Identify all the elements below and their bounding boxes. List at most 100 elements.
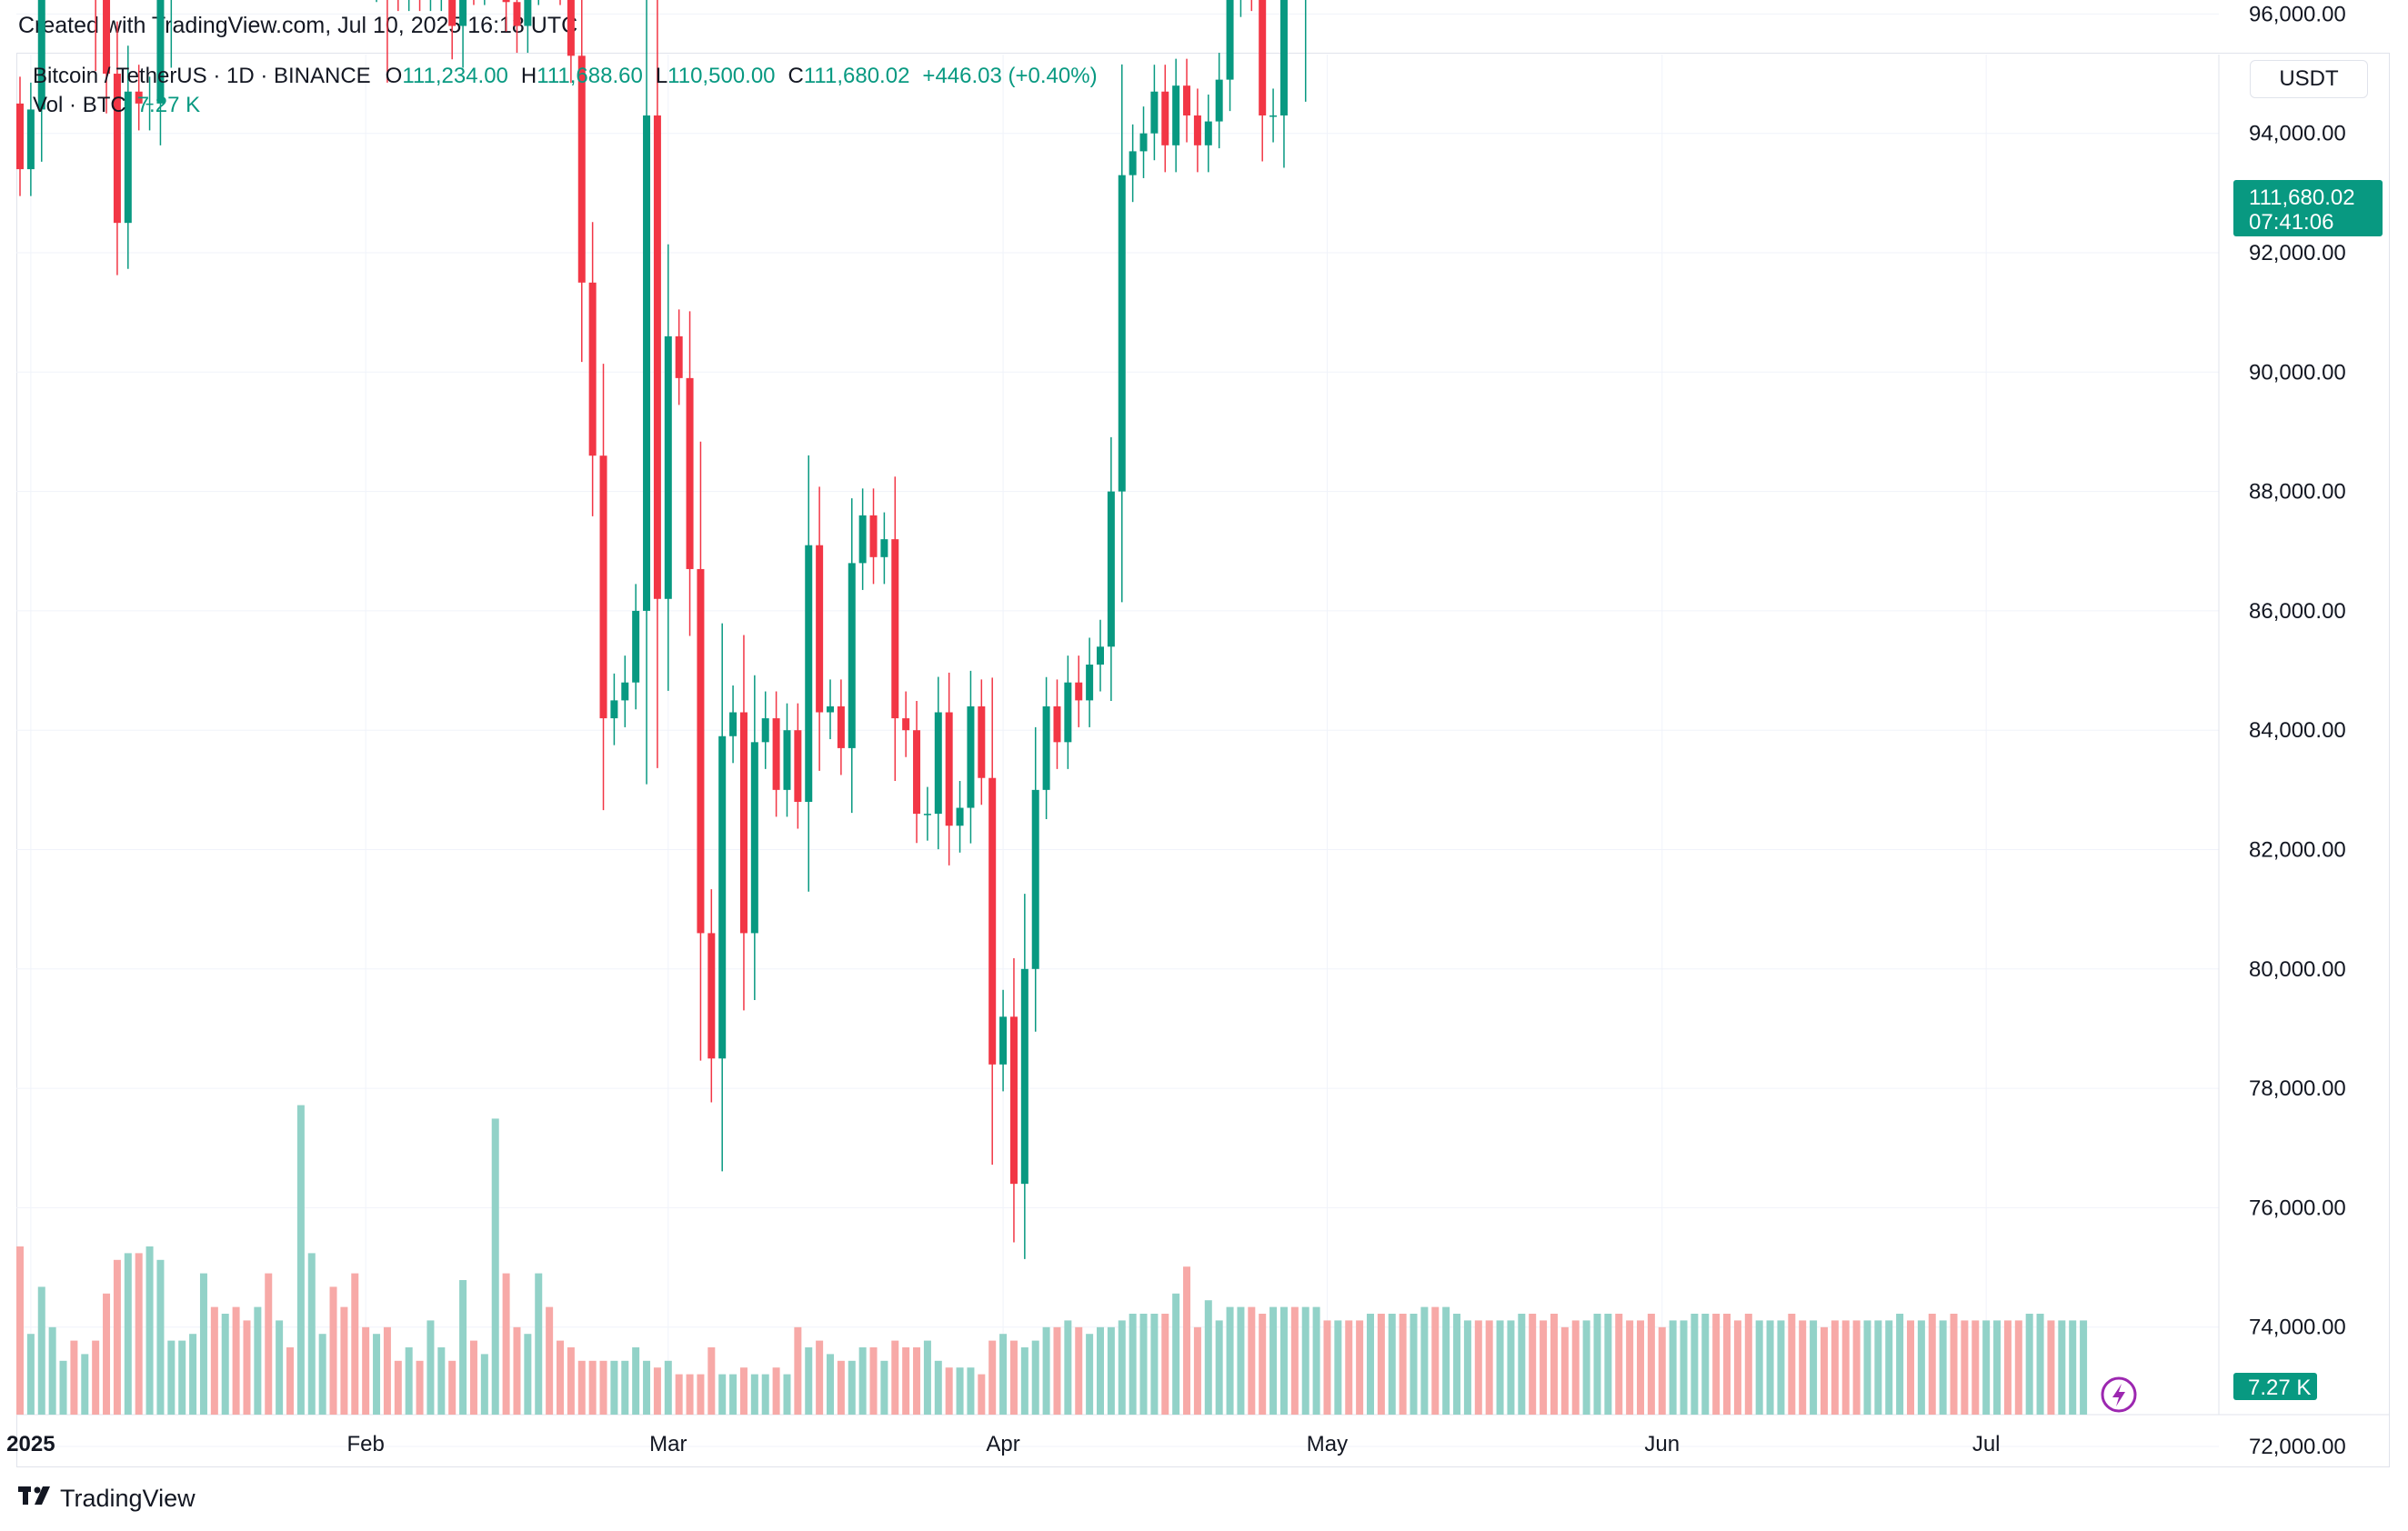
candle-body [1193, 115, 1201, 145]
currency-button[interactable]: USDT [2250, 60, 2368, 98]
volume-bar [577, 1360, 586, 1415]
volume-bar [70, 1340, 78, 1415]
candle-body [858, 515, 867, 564]
volume-bar [1907, 1320, 1914, 1415]
candle-body [1161, 91, 1169, 145]
volume-bar [902, 1347, 910, 1415]
volume-bar [329, 1286, 337, 1415]
volume-bar [772, 1367, 780, 1415]
last-price-label: 111,680.02 [2249, 185, 2355, 210]
candle-body [869, 515, 878, 557]
volume-bar [1399, 1314, 1407, 1415]
candle-body [956, 807, 964, 826]
volume-bar [1647, 1314, 1655, 1415]
volume-bar [1744, 1314, 1752, 1415]
volume-bar [913, 1347, 921, 1415]
volume-bar [1701, 1314, 1710, 1415]
volume-bar [1269, 1306, 1278, 1415]
time-tick-label: Jun [1644, 1432, 1680, 1456]
candle-body [37, 0, 45, 110]
volume-row: Vol · BTC 7.27 K [33, 91, 1098, 120]
volume-bar [1550, 1314, 1558, 1415]
volume-bar [1680, 1320, 1688, 1415]
volume-bar [1615, 1314, 1623, 1415]
candle-body [750, 742, 758, 934]
candle-body [988, 777, 997, 1065]
volume-bar [1193, 1326, 1201, 1415]
volume-bar [383, 1326, 391, 1415]
volume-bar [999, 1334, 1008, 1415]
volume-bars [16, 1105, 2088, 1415]
candle-body [1097, 646, 1104, 665]
volume-bar [686, 1374, 694, 1415]
volume-bar [1431, 1306, 1440, 1415]
candle-body [124, 91, 132, 224]
time-tick-label: May [1307, 1432, 1348, 1456]
candle-body [1042, 705, 1050, 790]
ohlc-row: Bitcoin / TetherUS · 1D · BINANCE O 111,… [33, 62, 1098, 91]
price-tick-label: 80,000.00 [2249, 957, 2346, 982]
price-tick-label: 84,000.00 [2249, 718, 2346, 743]
candle-body [1259, 0, 1267, 116]
volume-bar [296, 1105, 305, 1415]
candle-body [761, 718, 769, 743]
volume-bar [167, 1340, 176, 1415]
candle-body [653, 115, 661, 599]
last-volume-badge [2233, 1373, 2317, 1400]
candle-body [1226, 0, 1234, 80]
volume-bar [59, 1360, 67, 1415]
volume-bar [880, 1360, 888, 1415]
low-label: L [655, 64, 668, 88]
volume-bar [1388, 1314, 1396, 1415]
volume-bar [1279, 1306, 1288, 1415]
candle-body [643, 115, 651, 611]
volume-bar [210, 1306, 218, 1415]
volume-bar [1863, 1320, 1871, 1415]
volume-bar [1420, 1306, 1429, 1415]
volume-bar [1323, 1320, 1331, 1415]
close-label: C [788, 64, 804, 88]
volume-bar [1150, 1314, 1159, 1415]
countdown-label: 07:41:06 [2249, 210, 2333, 235]
volume-bar [26, 1334, 35, 1415]
volume-bar [956, 1367, 964, 1415]
volume-bar [1237, 1306, 1245, 1415]
candle-body [1204, 121, 1212, 145]
candle-body [26, 109, 35, 170]
price-tick-label: 96,000.00 [2249, 2, 2346, 26]
candle-body [675, 335, 683, 378]
volume-bar [750, 1374, 758, 1415]
volume-bar [1442, 1306, 1450, 1415]
volume-bar [1312, 1306, 1320, 1415]
volume-bar [373, 1334, 381, 1415]
candle-body [880, 539, 888, 557]
volume-bar [156, 1259, 165, 1415]
volume-label[interactable]: Vol · BTC [33, 93, 126, 117]
volume-bar [794, 1326, 802, 1415]
volume-bar [1691, 1314, 1699, 1415]
volume-bar [2003, 1320, 2012, 1415]
symbol-label[interactable]: Bitcoin / TetherUS · 1D · BINANCE [33, 64, 371, 88]
price-tick-label: 82,000.00 [2249, 838, 2346, 863]
volume-bar [967, 1367, 975, 1415]
volume-bar [1107, 1326, 1115, 1415]
volume-bar [448, 1360, 457, 1415]
volume-bar [1042, 1326, 1050, 1415]
volume-bar [934, 1360, 942, 1415]
chart-frame [16, 53, 2390, 1467]
volume-value: 7.27 K [136, 93, 201, 117]
last-volume-label: 7.27 K [2248, 1376, 2311, 1400]
volume-bar [221, 1314, 229, 1415]
candle-body [783, 730, 791, 790]
volume-bar [1810, 1320, 1818, 1415]
chart-legend: Bitcoin / TetherUS · 1D · BINANCE O 111,… [33, 62, 1098, 120]
candle-body [524, 0, 532, 26]
volume-bar [1485, 1320, 1493, 1415]
volume-bar [1172, 1293, 1180, 1415]
volume-bar [480, 1354, 488, 1415]
volume-bar [621, 1360, 629, 1415]
volume-bar [1139, 1314, 1148, 1415]
candle-body [448, 0, 457, 26]
tradingview-brand[interactable]: TradingView [18, 1484, 196, 1513]
